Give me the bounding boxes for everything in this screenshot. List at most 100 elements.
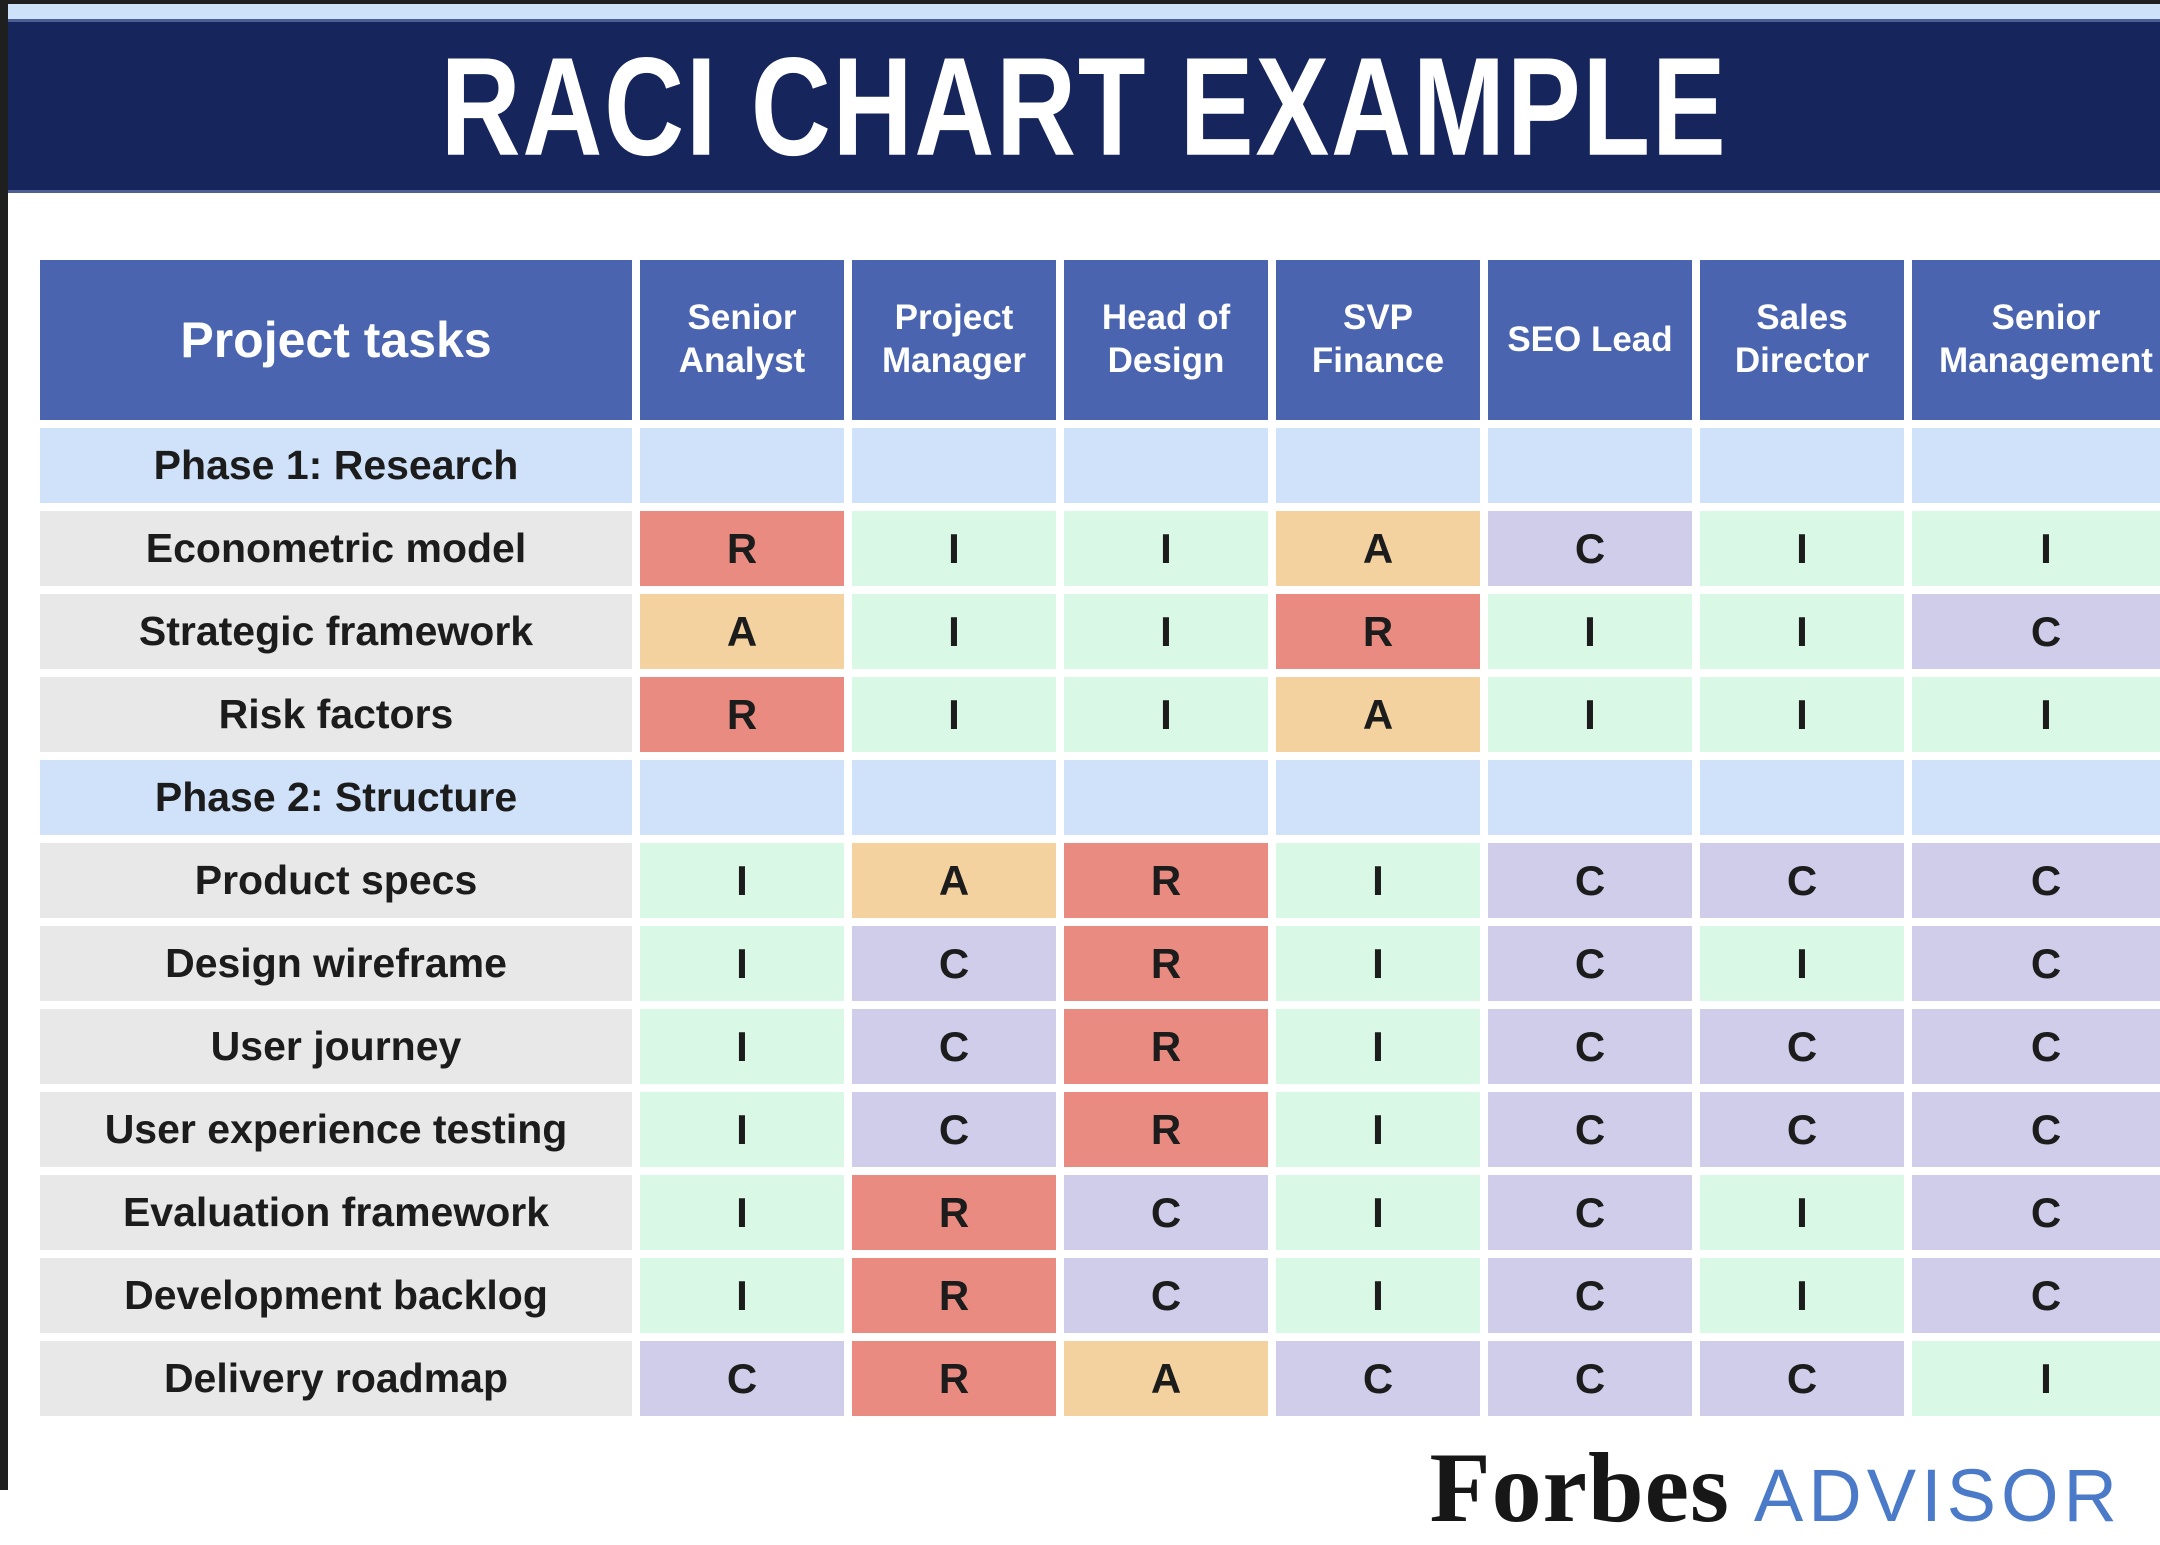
raci-cell-c: C bbox=[1912, 926, 2160, 1001]
task-label: Product specs bbox=[40, 843, 632, 918]
phase-spacer-cell bbox=[1276, 428, 1480, 503]
raci-cell-i: I bbox=[640, 926, 844, 1001]
raci-cell-c: C bbox=[852, 1009, 1056, 1084]
phase-spacer-cell bbox=[1488, 760, 1692, 835]
raci-cell-c: C bbox=[1912, 1175, 2160, 1250]
header-row: Project tasks Senior Analyst Project Mana… bbox=[40, 260, 2160, 420]
raci-cell-c: C bbox=[1488, 843, 1692, 918]
phase-spacer-cell bbox=[640, 428, 844, 503]
raci-cell-c: C bbox=[1912, 843, 2160, 918]
raci-cell-c: C bbox=[1488, 926, 1692, 1001]
raci-cell-i: I bbox=[1488, 677, 1692, 752]
task-row: Econometric model R I I A C I I bbox=[40, 511, 2160, 586]
raci-cell-r: R bbox=[1064, 843, 1268, 918]
top-strip bbox=[8, 4, 2160, 19]
raci-cell-c: C bbox=[1488, 511, 1692, 586]
phase-spacer-cell bbox=[1276, 760, 1480, 835]
raci-cell-i: I bbox=[1276, 1175, 1480, 1250]
raci-cell-c: C bbox=[1700, 843, 1904, 918]
page-title: RACI CHART EXAMPLE bbox=[440, 28, 1728, 184]
column-header-project-tasks: Project tasks bbox=[40, 260, 632, 420]
advisor-wordmark: ADVISOR bbox=[1753, 1454, 2122, 1537]
phase-spacer-cell bbox=[1700, 428, 1904, 503]
phase-spacer-cell bbox=[1700, 760, 1904, 835]
phase-row: Phase 1: Research bbox=[40, 428, 2160, 503]
raci-cell-a: A bbox=[852, 843, 1056, 918]
raci-cell-c: C bbox=[1488, 1258, 1692, 1333]
raci-cell-r: R bbox=[1064, 1009, 1268, 1084]
raci-cell-c: C bbox=[1912, 594, 2160, 669]
task-row: User experience testing I C R I C C C bbox=[40, 1092, 2160, 1167]
raci-cell-c: C bbox=[852, 1092, 1056, 1167]
raci-cell-i: I bbox=[1276, 1009, 1480, 1084]
raci-cell-c: C bbox=[640, 1341, 844, 1416]
raci-cell-i: I bbox=[1700, 677, 1904, 752]
raci-cell-i: I bbox=[1700, 511, 1904, 586]
raci-cell-r: R bbox=[640, 677, 844, 752]
raci-cell-c: C bbox=[1064, 1175, 1268, 1250]
raci-cell-i: I bbox=[1276, 1258, 1480, 1333]
raci-cell-i: I bbox=[640, 1009, 844, 1084]
raci-cell-c: C bbox=[1912, 1009, 2160, 1084]
task-label: Evaluation framework bbox=[40, 1175, 632, 1250]
raci-cell-i: I bbox=[1276, 1092, 1480, 1167]
raci-cell-i: I bbox=[1276, 926, 1480, 1001]
raci-cell-i: I bbox=[640, 843, 844, 918]
raci-cell-c: C bbox=[1700, 1009, 1904, 1084]
raci-cell-r: R bbox=[1276, 594, 1480, 669]
column-header-head-of-design: Head of Design bbox=[1064, 260, 1268, 420]
phase-label: Phase 1: Research bbox=[40, 428, 632, 503]
raci-cell-c: C bbox=[1912, 1258, 2160, 1333]
task-row: User journey I C R I C C C bbox=[40, 1009, 2160, 1084]
raci-cell-i: I bbox=[1700, 594, 1904, 669]
raci-cell-i: I bbox=[1912, 511, 2160, 586]
column-header-senior-management: Senior Management bbox=[1912, 260, 2160, 420]
task-label: Development backlog bbox=[40, 1258, 632, 1333]
phase-spacer-cell bbox=[1912, 760, 2160, 835]
phase-spacer-cell bbox=[852, 760, 1056, 835]
raci-cell-r: R bbox=[640, 511, 844, 586]
raci-cell-r: R bbox=[1064, 1092, 1268, 1167]
raci-cell-r: R bbox=[852, 1341, 1056, 1416]
raci-cell-c: C bbox=[1488, 1009, 1692, 1084]
column-header-sales-director: Sales Director bbox=[1700, 260, 1904, 420]
raci-cell-i: I bbox=[1700, 926, 1904, 1001]
raci-cell-c: C bbox=[1912, 1092, 2160, 1167]
raci-cell-i: I bbox=[1064, 594, 1268, 669]
phase-spacer-cell bbox=[640, 760, 844, 835]
raci-cell-c: C bbox=[852, 926, 1056, 1001]
raci-cell-c: C bbox=[1276, 1341, 1480, 1416]
task-label: User experience testing bbox=[40, 1092, 632, 1167]
raci-cell-i: I bbox=[852, 511, 1056, 586]
raci-cell-a: A bbox=[640, 594, 844, 669]
task-row: Development backlog I R C I C I C bbox=[40, 1258, 2160, 1333]
column-header-svp-finance: SVP Finance bbox=[1276, 260, 1480, 420]
raci-cell-i: I bbox=[1700, 1258, 1904, 1333]
column-header-senior-analyst: Senior Analyst bbox=[640, 260, 844, 420]
raci-cell-i: I bbox=[640, 1175, 844, 1250]
raci-cell-i: I bbox=[640, 1258, 844, 1333]
task-label: Risk factors bbox=[40, 677, 632, 752]
phase-spacer-cell bbox=[1064, 760, 1268, 835]
forbes-logo: Forbes bbox=[1429, 1432, 1730, 1543]
raci-cell-r: R bbox=[1064, 926, 1268, 1001]
phase-spacer-cell bbox=[852, 428, 1056, 503]
task-row: Strategic framework A I I R I I C bbox=[40, 594, 2160, 669]
raci-cell-i: I bbox=[1488, 594, 1692, 669]
task-label: Design wireframe bbox=[40, 926, 632, 1001]
title-banner: RACI CHART EXAMPLE bbox=[8, 19, 2160, 193]
column-header-seo-lead: SEO Lead bbox=[1488, 260, 1692, 420]
footer: Forbes ADVISOR bbox=[8, 1430, 2160, 1545]
raci-table-wrap: Project tasks Senior Analyst Project Mana… bbox=[32, 252, 2160, 1424]
raci-cell-i: I bbox=[852, 677, 1056, 752]
raci-cell-i: I bbox=[1912, 1341, 2160, 1416]
task-label: Econometric model bbox=[40, 511, 632, 586]
column-header-project-manager: Project Manager bbox=[852, 260, 1056, 420]
raci-cell-c: C bbox=[1700, 1092, 1904, 1167]
raci-cell-i: I bbox=[1912, 677, 2160, 752]
raci-cell-c: C bbox=[1488, 1341, 1692, 1416]
raci-cell-a: A bbox=[1276, 511, 1480, 586]
raci-cell-i: I bbox=[640, 1092, 844, 1167]
phase-spacer-cell bbox=[1488, 428, 1692, 503]
